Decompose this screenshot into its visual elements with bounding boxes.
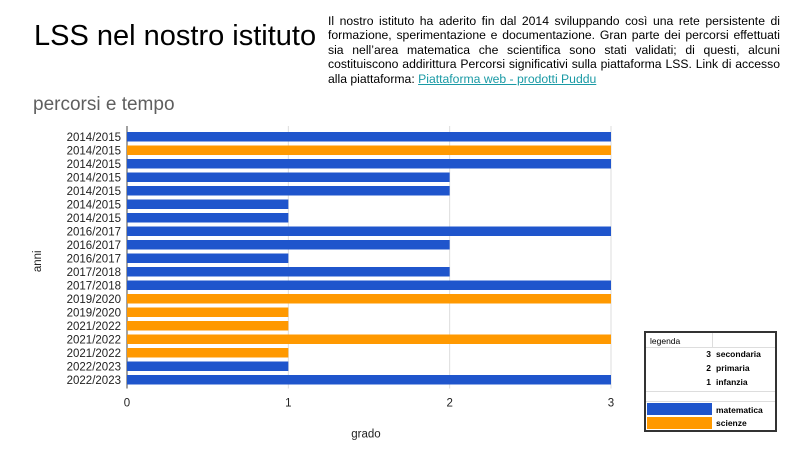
bar [127, 280, 611, 290]
y-tick-label: 2014/2015 [67, 159, 121, 171]
legend-level-label: primaria [716, 363, 750, 373]
x-tick-label: 0 [124, 398, 130, 410]
bar [127, 253, 289, 263]
legend-level-row: 3 secondaria [646, 349, 775, 363]
bar [127, 307, 289, 317]
legend-level-row: 2 primaria [646, 363, 775, 377]
bar [127, 267, 450, 277]
legend-divider [646, 401, 775, 402]
y-tick-label: 2014/2015 [67, 199, 121, 211]
y-tick-label: 2022/2023 [67, 375, 121, 387]
y-tick-label: 2017/2018 [67, 280, 121, 292]
bar [127, 199, 289, 209]
legend-level-label: secondaria [716, 349, 761, 359]
legend-level-value: 1 [706, 377, 711, 387]
legend-swatch-scienze [647, 417, 712, 429]
y-tick-label: 2019/2020 [67, 307, 121, 319]
legend-divider [712, 333, 713, 347]
legend-divider [646, 347, 775, 348]
x-tick-label: 3 [608, 398, 614, 410]
bar [127, 172, 450, 182]
x-tick-label: 2 [446, 398, 452, 410]
y-tick-label: 2021/2022 [67, 334, 121, 346]
legend-area-label: matematica [716, 405, 763, 415]
legend-area-row: scienze [646, 417, 775, 431]
y-tick-label: 2016/2017 [67, 240, 121, 252]
legend-area-label: scienze [716, 418, 747, 428]
y-tick-label: 2016/2017 [67, 226, 121, 238]
legend-table: legenda 3 secondaria 2 primaria 1 infanz… [644, 331, 777, 432]
y-tick-label: 2022/2023 [67, 361, 121, 373]
bar [127, 361, 289, 371]
bar [127, 348, 289, 358]
x-axis-title: grado [351, 429, 380, 441]
legend-level-row: 1 infanzia [646, 377, 775, 391]
intro-text: Il nostro istituto ha aderito fin dal 20… [328, 14, 780, 86]
bar [127, 159, 611, 169]
legend-level-value: 2 [706, 363, 711, 373]
y-tick-label: 2017/2018 [67, 267, 121, 279]
legend-swatch-matematica [647, 403, 712, 415]
x-tick-label: 1 [285, 398, 291, 410]
slide-title: LSS nel nostro istituto [34, 20, 317, 52]
bar [127, 240, 450, 250]
y-tick-label: 2016/2017 [67, 253, 121, 265]
platform-link[interactable]: Piattaforma web - prodotti Puddu [418, 71, 597, 86]
legend-level-label: infanzia [716, 377, 748, 387]
bar [127, 213, 289, 223]
bar [127, 132, 611, 142]
legend-divider [646, 391, 775, 392]
y-tick-label: 2014/2015 [67, 186, 121, 198]
bar [127, 294, 611, 304]
y-tick-label: 2019/2020 [67, 294, 121, 306]
bar [127, 321, 289, 331]
bar [127, 226, 611, 236]
y-tick-label: 2014/2015 [67, 145, 121, 157]
legend-level-value: 3 [706, 349, 711, 359]
chart-title: percorsi e tempo [33, 94, 175, 115]
y-tick-label: 2014/2015 [67, 213, 121, 225]
bar [127, 375, 611, 385]
bar [127, 145, 611, 155]
legend-title: legenda [650, 336, 681, 346]
y-tick-label: 2021/2022 [67, 348, 121, 360]
intro-paragraph: Il nostro istituto ha aderito fin dal 20… [328, 14, 780, 86]
y-tick-label: 2014/2015 [67, 172, 121, 184]
y-axis-title: anni [32, 250, 44, 272]
bar [127, 334, 611, 344]
bar [127, 186, 450, 196]
legend-area-row: matematica [646, 403, 775, 417]
y-tick-label: 2014/2015 [67, 132, 121, 144]
y-tick-label: 2021/2022 [67, 321, 121, 333]
